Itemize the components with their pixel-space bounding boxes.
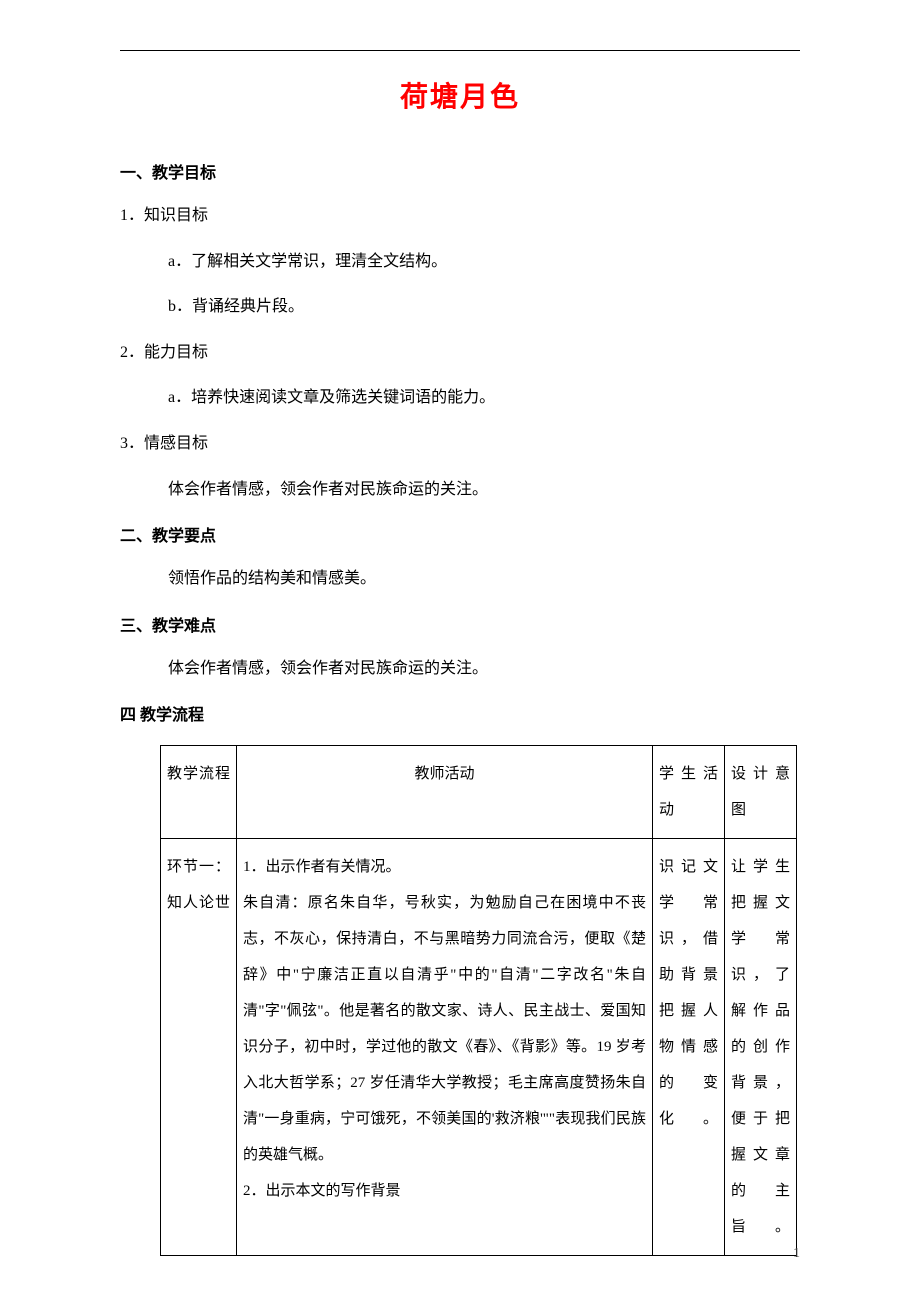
teaching-process-table: 教学流程 教师活动 学生活动 设计意图 环节一：知人论世 1．出示作者有关情况。… (160, 745, 797, 1256)
goal-2a: a．培养快速阅读文章及筛选关键词语的能力。 (120, 385, 800, 411)
goal-3: 3．情感目标 (120, 431, 800, 457)
header-rule (120, 50, 800, 51)
goal-3-body: 体会作者情感，领会作者对民族命运的关注。 (120, 477, 800, 503)
cell-student-activity: 识记文学常识，借助背景把握人物情感的变化。 (653, 839, 725, 1256)
section-4-heading: 四 教学流程 (120, 701, 800, 725)
section-2-heading: 二、教学要点 (120, 522, 800, 546)
cell-teacher-activity: 1．出示作者有关情况。朱自清：原名朱自华，号秋实，为勉励自己在困境中不丧志，不灰… (237, 839, 653, 1256)
goal-1a: a．了解相关文学常识，理清全文结构。 (120, 249, 800, 275)
table-row: 环节一：知人论世 1．出示作者有关情况。朱自清：原名朱自华，号秋实，为勉励自己在… (161, 839, 797, 1256)
section-1-heading: 一、教学目标 (120, 159, 800, 183)
col-header-1: 教学流程 (161, 746, 237, 839)
col-header-2: 教师活动 (237, 746, 653, 839)
section-3-heading: 三、教学难点 (120, 612, 800, 636)
section-3-body: 体会作者情感，领会作者对民族命运的关注。 (120, 656, 800, 682)
document-title: 荷塘月色 (120, 75, 800, 115)
goal-1b: b．背诵经典片段。 (120, 294, 800, 320)
page-number: 1 (793, 1246, 800, 1262)
cell-design-intent: 让学生把握文学常识，了解作品的创作背景，便于把握文章的主旨。 (725, 839, 797, 1256)
goal-2: 2．能力目标 (120, 340, 800, 366)
cell-process: 环节一：知人论世 (161, 839, 237, 1256)
section-2-body: 领悟作品的结构美和情感美。 (120, 566, 800, 592)
table-header-row: 教学流程 教师活动 学生活动 设计意图 (161, 746, 797, 839)
goal-1: 1．知识目标 (120, 203, 800, 229)
col-header-3: 学生活动 (653, 746, 725, 839)
col-header-4: 设计意图 (725, 746, 797, 839)
